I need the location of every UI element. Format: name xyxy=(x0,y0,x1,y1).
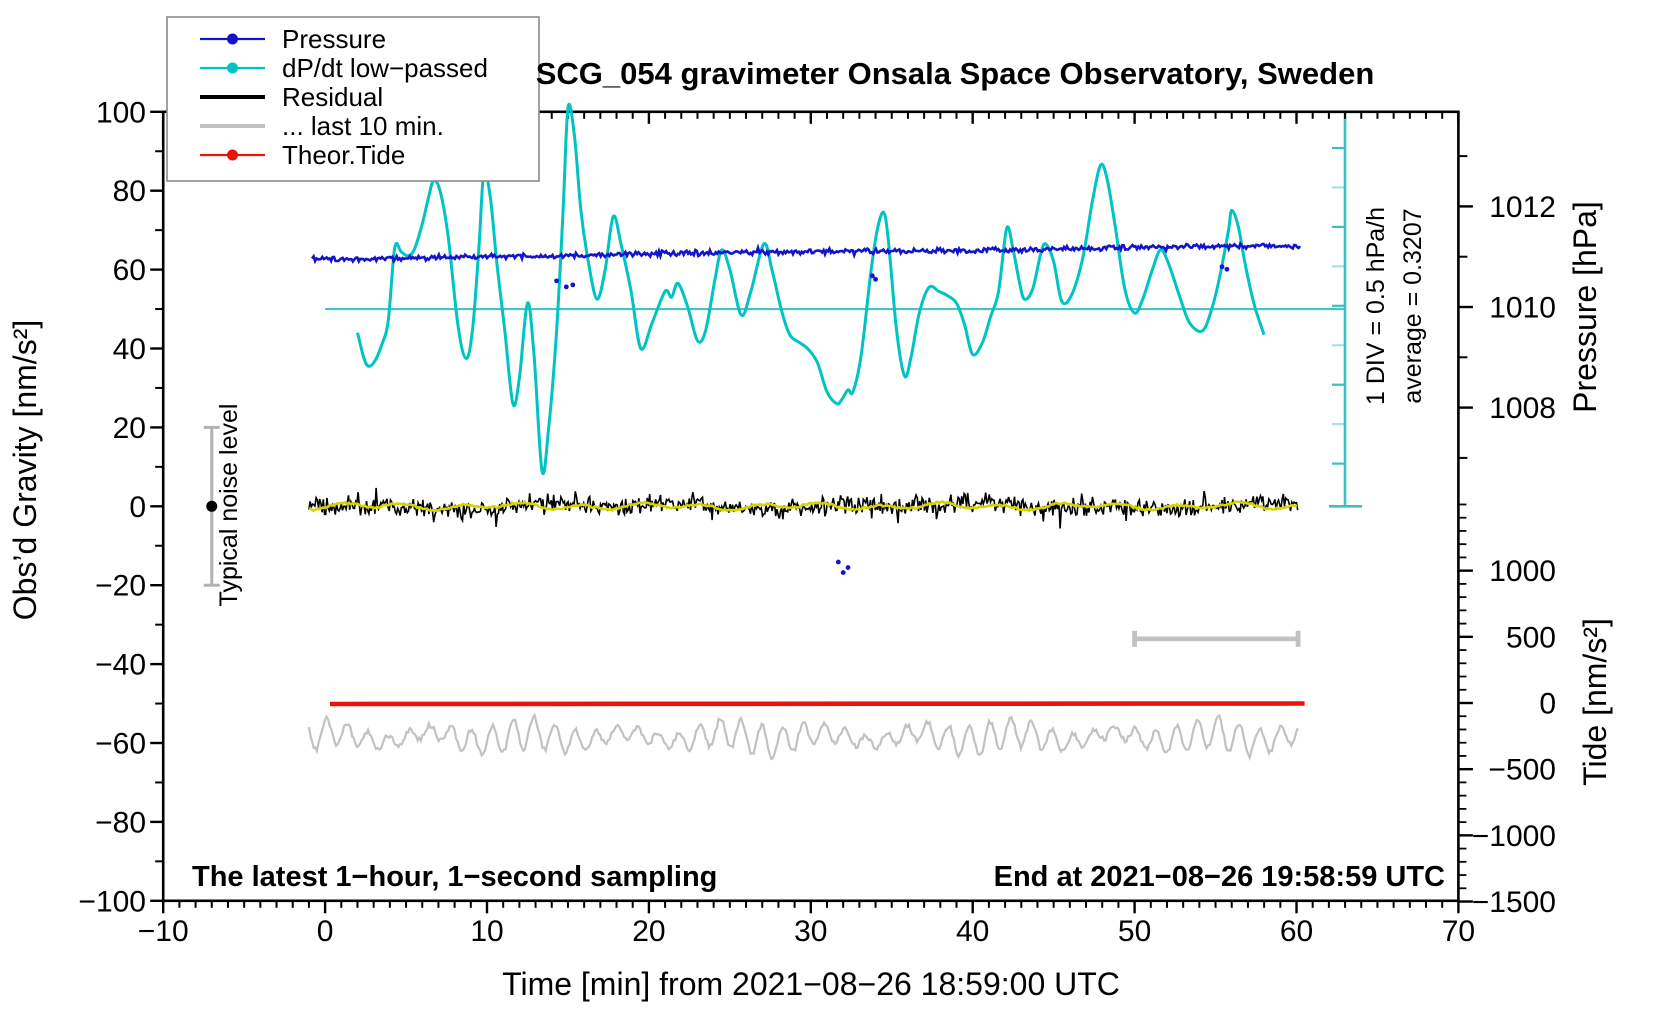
legend-label-tide: Theor.Tide xyxy=(282,140,405,170)
legend-label-pressure: Pressure xyxy=(282,24,386,54)
pressure-outlier-dot xyxy=(1219,264,1225,270)
pressure-outlier-dot xyxy=(570,282,576,288)
x-tick-label: 0 xyxy=(317,915,334,948)
pressure-tick-label: 1010 xyxy=(1489,292,1556,325)
average-annotation: average = 0.3207 xyxy=(1399,208,1427,403)
trace-residual xyxy=(308,487,1299,529)
tide-tick-label: −1000 xyxy=(1472,820,1556,853)
pressure-outlier-dot xyxy=(845,565,851,570)
end-time-note: End at 2021−08−26 19:58:59 UTC xyxy=(994,861,1445,893)
y-axis-title-pressure: Pressure [hPa] xyxy=(1567,201,1603,413)
data-trace-layer xyxy=(203,103,1305,762)
tide-tick-label: −1500 xyxy=(1472,886,1556,919)
gravity-tick-label: 60 xyxy=(113,254,146,287)
legend-label-dpdt: dP/dt low−passed xyxy=(282,53,488,83)
legend-dot-tide-icon xyxy=(227,149,238,161)
pressure-outlier-dot xyxy=(873,276,878,282)
noise-level-annotation: Typical noise level xyxy=(215,404,243,607)
trace-last-10-min xyxy=(307,712,1299,762)
gravity-tick-label: −80 xyxy=(95,806,146,839)
gravity-tick-label: −40 xyxy=(95,649,146,682)
gravity-tick-label: 100 xyxy=(96,96,146,129)
gravity-tick-label: 0 xyxy=(129,491,146,524)
legend-label-last10: ... last 10 min. xyxy=(282,111,444,141)
legend-label-residual: Residual xyxy=(282,82,383,112)
gravity-tick-label: 80 xyxy=(113,175,146,208)
div-scale-annotation: 1 DIV = 0.5 hPa/h xyxy=(1362,207,1390,405)
pressure-outlier-dot xyxy=(1224,266,1230,272)
trace-theor-tide xyxy=(329,701,1305,707)
pressure-tick-label: 1012 xyxy=(1489,191,1556,224)
pressure-outlier-dot xyxy=(869,273,875,279)
gravity-tick-label: 20 xyxy=(113,412,146,445)
x-tick-label: 60 xyxy=(1280,915,1313,948)
x-tick-label: 70 xyxy=(1442,915,1475,948)
legend: Pressure dP/dt low−passed Residual ... l… xyxy=(166,16,540,182)
x-tick-label: 40 xyxy=(956,915,989,948)
pressure-outlier-dot xyxy=(840,570,846,575)
pressure-outlier-dot xyxy=(554,278,560,284)
x-tick-label: 10 xyxy=(470,915,503,948)
pressure-outlier-dot xyxy=(563,284,569,290)
x-tick-label: 20 xyxy=(632,915,665,948)
tide-tick-label: 0 xyxy=(1539,688,1556,721)
y-axis-title-gravity: Obs’d Gravity [nm/s²] xyxy=(7,320,43,621)
tide-tick-label: 500 xyxy=(1506,621,1556,654)
chart-title: SCG_054 gravimeter Onsala Space Observat… xyxy=(536,56,1375,91)
x-axis-title: Time [min] from 2021−08−26 18:59:00 UTC xyxy=(502,966,1120,1002)
pressure-tick-label: 1008 xyxy=(1489,392,1556,425)
legend-dot-pressure-icon xyxy=(227,33,238,45)
dpdt-axis-layer xyxy=(325,110,1362,508)
x-tick-label: 30 xyxy=(794,915,827,948)
y-axis-title-tide: Tide [nm/s²] xyxy=(1577,618,1613,786)
noise-level-dot xyxy=(206,500,218,512)
x-tick-label: 50 xyxy=(1118,915,1151,948)
gravity-tick-label: −100 xyxy=(78,885,146,918)
tide-tick-label: 1000 xyxy=(1489,555,1556,588)
x-tick-label: −10 xyxy=(138,915,189,948)
pressure-outlier-dot xyxy=(835,559,841,565)
gravity-tick-label: −20 xyxy=(95,570,146,603)
trace-residual-lowpassed xyxy=(308,500,1298,513)
trace-pressure xyxy=(311,240,1302,265)
legend-dot-dpdt-icon xyxy=(227,62,238,74)
axes-frame-layer: −10 0 10 20 30 40 50 60 70−100−80−60−40−20020406… xyxy=(78,96,1556,948)
tide-tick-label: −500 xyxy=(1488,754,1556,787)
gravity-tick-label: −60 xyxy=(95,728,146,761)
gravity-tick-label: 40 xyxy=(113,333,146,366)
sampling-note: The latest 1−hour, 1−second sampling xyxy=(192,861,717,893)
